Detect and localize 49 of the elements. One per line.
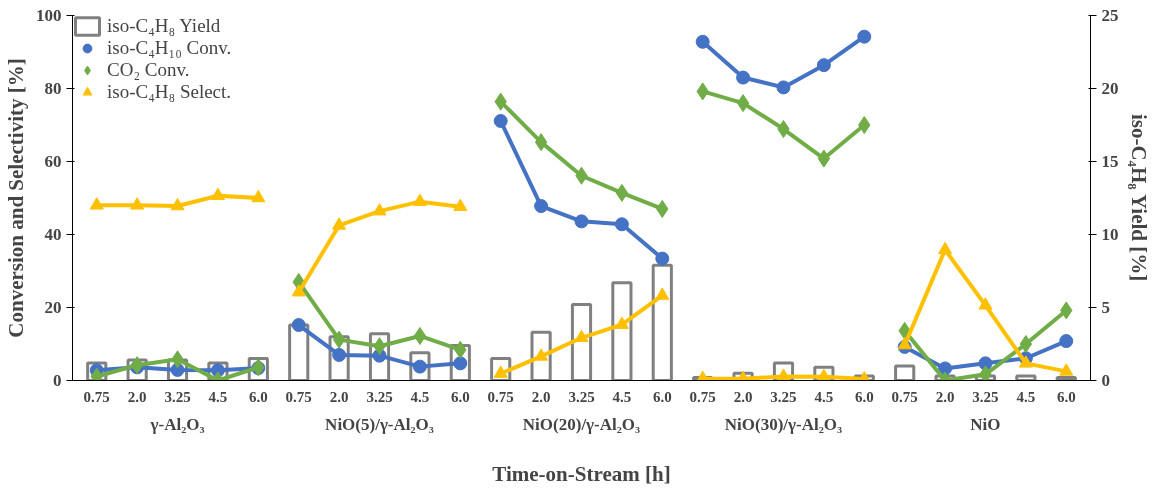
- y-tick-label: 0: [53, 371, 62, 390]
- legend-label: iso-C₄H₈ Yield: [107, 15, 221, 37]
- y2-tick-label: 25: [1101, 6, 1119, 25]
- y-tick-label: 60: [44, 152, 62, 171]
- x-tick-label: 3.25: [972, 388, 999, 405]
- x-tick-label: 0.75: [689, 388, 716, 405]
- y-tick-label: 20: [44, 298, 62, 317]
- x-tick-label: 6.0: [248, 388, 268, 405]
- x-tick-label: 2.0: [329, 388, 349, 405]
- y2-tick-label: 10: [1101, 225, 1119, 244]
- y2-tick-label: 0: [1101, 371, 1110, 390]
- text: NiO(5)/γ-Al₂O₃: [325, 414, 434, 434]
- x-tick-label: 2.0: [733, 388, 753, 405]
- x-tick-label: 4.5: [1016, 388, 1036, 405]
- y2-axis-title: iso-C₄H₈ Yield [%]: [1126, 113, 1151, 282]
- x-tick-label: 4.5: [814, 388, 834, 405]
- x-tick-label: 6.0: [652, 388, 672, 405]
- x-tick-label: 6.0: [450, 388, 470, 405]
- x-tick-label: 6.0: [1056, 388, 1076, 405]
- legend-label: iso-C₄H₈ Select.: [107, 81, 232, 103]
- text: NiO: [970, 414, 1001, 434]
- x-tick-label: 2.0: [531, 388, 551, 405]
- x-tick-label: 0.75: [285, 388, 312, 405]
- y2-tick-label: 20: [1101, 79, 1119, 98]
- x-tick-label: 0.75: [83, 388, 110, 405]
- x-tick-label: 6.0: [854, 388, 874, 405]
- x-tick-label: 3.25: [164, 388, 191, 405]
- y-tick-label: 80: [44, 79, 62, 98]
- text: NiO(20)/γ-Al₂O₃: [522, 414, 641, 434]
- y2-tick-label: 15: [1101, 152, 1119, 171]
- x-tick-label: 4.5: [208, 388, 228, 405]
- x-tick-label: 3.25: [366, 388, 393, 405]
- y2-tick-label: 5: [1101, 298, 1110, 317]
- x-tick-label: 4.5: [612, 388, 632, 405]
- x-tick-label: 0.75: [487, 388, 514, 405]
- x-tick-label: 0.75: [891, 388, 918, 405]
- y-axis-title: Conversion and Selectivity [%]: [4, 58, 28, 338]
- y-tick-label: 40: [44, 225, 62, 244]
- x-tick-label: 4.5: [410, 388, 430, 405]
- text: γ-Al₂O₃: [149, 414, 205, 434]
- x-tick-label: 2.0: [935, 388, 955, 405]
- legend-label: iso-C₄H₁₀ Conv.: [107, 37, 232, 59]
- x-tick-label: 2.0: [127, 388, 147, 405]
- y-tick-label: 100: [36, 6, 62, 25]
- x-axis-title: Time-on-Stream [h]: [492, 461, 671, 486]
- x-tick-label: 3.25: [568, 388, 595, 405]
- text: NiO(30)/γ-Al₂O₃: [724, 414, 843, 434]
- x-tick-label: 3.25: [770, 388, 797, 405]
- legend-label: CO₂ Conv.: [107, 59, 190, 81]
